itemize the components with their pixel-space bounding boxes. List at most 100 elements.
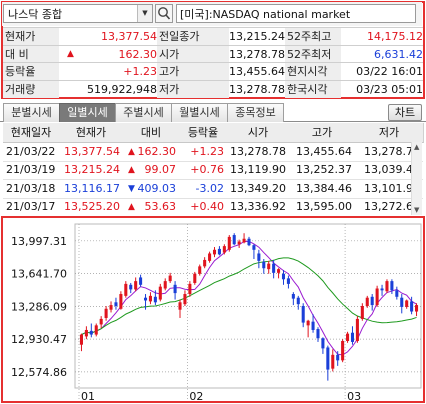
scroll-down-icon[interactable]: ▼ <box>414 206 420 214</box>
daily-price-table: 현재일자 현재가 대비 등락율 시가 고가 저가 21/03/22 13,377.54 ▲ 162.… <box>3 123 424 217</box>
candle-body <box>272 263 276 273</box>
candle-body <box>173 284 177 294</box>
candle-body <box>227 236 231 250</box>
candle-body <box>94 325 98 335</box>
tab-5[interactable]: 종목정보 <box>227 103 284 122</box>
summary-row: 등락율 +1.23 고가 13,455.64 현지시각 03/22 16:01 <box>3 62 423 80</box>
table-row[interactable]: 21/03/22 13,377.54 ▲ 162.30 +1.23 13,278.78 13… <box>3 143 423 162</box>
summary-value: 13,278.78 <box>227 81 288 98</box>
table-cell-low: 13,278.78 <box>355 143 423 161</box>
table-cell-high: 13,455.64 <box>289 143 355 161</box>
candle-body <box>286 278 290 284</box>
candle-body <box>311 321 315 330</box>
candle-body <box>139 277 143 285</box>
tab-2[interactable]: 일별시세 <box>59 103 116 122</box>
candle-body <box>109 305 113 310</box>
chevron-down-icon[interactable]: ▼ <box>137 5 152 22</box>
summary-value: ▲ 162.30 <box>57 46 160 63</box>
table-cell-price: 13,215.24 <box>59 161 123 179</box>
candle-body <box>410 301 414 312</box>
candle-body <box>208 253 212 261</box>
table-cell-change: ▲ 53.63 <box>123 198 179 216</box>
candle-body <box>375 288 379 306</box>
y-tick-label: 13,641.70 <box>11 268 67 281</box>
index-select[interactable]: 나스닥 종합 ▼ <box>3 4 153 23</box>
candlestick-chart: 13,997.31 13,641.70 13,286.09 12,930.47 12,5… <box>11 223 422 401</box>
table-cell-low: 13,101.92 <box>355 180 423 198</box>
candle-body <box>232 235 236 245</box>
summary-label: 52주최고 <box>285 28 341 45</box>
table-cell-text: +1.23 <box>190 145 224 158</box>
tab-1[interactable]: 분별시세 <box>3 103 60 122</box>
candle-body <box>203 259 207 267</box>
candle-body <box>168 275 172 282</box>
down-triangle-icon: ▼ <box>128 183 135 194</box>
table-cell-text: 21/03/19 <box>6 163 56 177</box>
candle-body <box>129 284 133 290</box>
summary-value-text: 13,377.54 <box>101 30 157 43</box>
candle-body <box>316 329 320 339</box>
candle-body <box>217 248 221 255</box>
table-row[interactable]: 21/03/19 13,215.24 ▲ 99.07 +0.76 13,119.90 13,… <box>3 161 423 181</box>
column-header: 등락율 <box>179 123 228 143</box>
candle-body <box>237 241 241 245</box>
summary-value: 03/23 05:01 <box>339 81 426 98</box>
table-cell-text: 13,525.20 <box>64 199 120 213</box>
candle-body <box>380 288 384 291</box>
summary-label: 현지시각 <box>285 63 341 80</box>
table-row[interactable]: 21/03/17 13,525.20 ▲ 53.63 +0.40 13,336.92 13,… <box>3 198 423 217</box>
tab-3[interactable]: 주별시세 <box>115 103 172 122</box>
summary-value: 519,922,948 <box>57 81 160 98</box>
search-button[interactable] <box>155 4 173 23</box>
chart-button[interactable]: 차트 <box>388 104 422 121</box>
summary-value: 03/22 16:01 <box>339 63 426 80</box>
table-cell-date: 21/03/18 <box>3 180 59 198</box>
table-cell-text: 13,384.46 <box>296 181 352 195</box>
table-cell-rate: +0.40 <box>179 198 227 216</box>
summary-label: 대 비 <box>3 45 59 63</box>
candle-body <box>360 306 364 319</box>
up-triangle-icon: ▲ <box>67 48 74 59</box>
table-cell-text: 13,116.17 <box>64 181 120 195</box>
candle-body <box>119 294 123 309</box>
table-cell-date: 21/03/22 <box>3 143 59 161</box>
summary-value-text: +1.23 <box>123 65 157 78</box>
candle-body <box>242 238 246 243</box>
candle-body <box>385 281 389 292</box>
y-tick-label: 13,997.31 <box>11 235 67 248</box>
table-row[interactable]: 21/03/18 13,116.17 ▼ 409.03 -3.02 13,349.20 13… <box>3 180 423 199</box>
summary-value-text: 03/22 16:01 <box>356 65 423 78</box>
scroll-up-icon[interactable]: ▲ <box>414 143 420 151</box>
table-cell-text: 13,039.45 <box>364 163 420 177</box>
summary-value: +1.23 <box>57 63 160 80</box>
candle-body <box>188 283 192 295</box>
up-triangle-icon: ▲ <box>128 147 135 157</box>
summary-label: 한국시각 <box>285 80 341 98</box>
market-name-field: [미국]:NASDAQ national market <box>176 4 416 23</box>
tab-4[interactable]: 월별시세 <box>171 103 228 122</box>
candle-body <box>321 338 325 349</box>
table-cell-rate: -3.02 <box>179 180 227 198</box>
candle-body <box>178 302 182 310</box>
candle-body <box>148 295 152 302</box>
summary-value-text: 162.30 <box>118 47 158 61</box>
table-cell-change: ▲ 162.30 <box>123 143 179 161</box>
summary-label: 저가 <box>157 80 229 98</box>
table-cell-text: 13,101.92 <box>364 181 420 195</box>
candle-body <box>104 308 108 318</box>
summary-value-text: 03/23 05:01 <box>356 82 423 96</box>
candle-body <box>163 281 167 289</box>
x-tick-label: 02 <box>189 390 203 401</box>
candle-body <box>143 297 148 301</box>
table-cell-text: 21/03/22 <box>6 145 56 158</box>
table-cell-text: 13,119.90 <box>230 163 286 177</box>
table-cell-high: 13,384.46 <box>289 180 355 198</box>
candle-body <box>193 273 197 283</box>
candle-body <box>331 354 335 369</box>
table-cell-open: 13,349.20 <box>227 180 289 198</box>
candle-body <box>365 297 369 306</box>
table-cell-low: 13,039.45 <box>355 161 423 179</box>
summary-row: 거래량 519,922,948 저가 13,278.78 한국시각 03/23 05:01 <box>3 79 426 98</box>
table-scrollbar[interactable]: ▲ ▼ <box>411 142 422 215</box>
table-cell-price: 13,525.20 <box>59 198 123 216</box>
